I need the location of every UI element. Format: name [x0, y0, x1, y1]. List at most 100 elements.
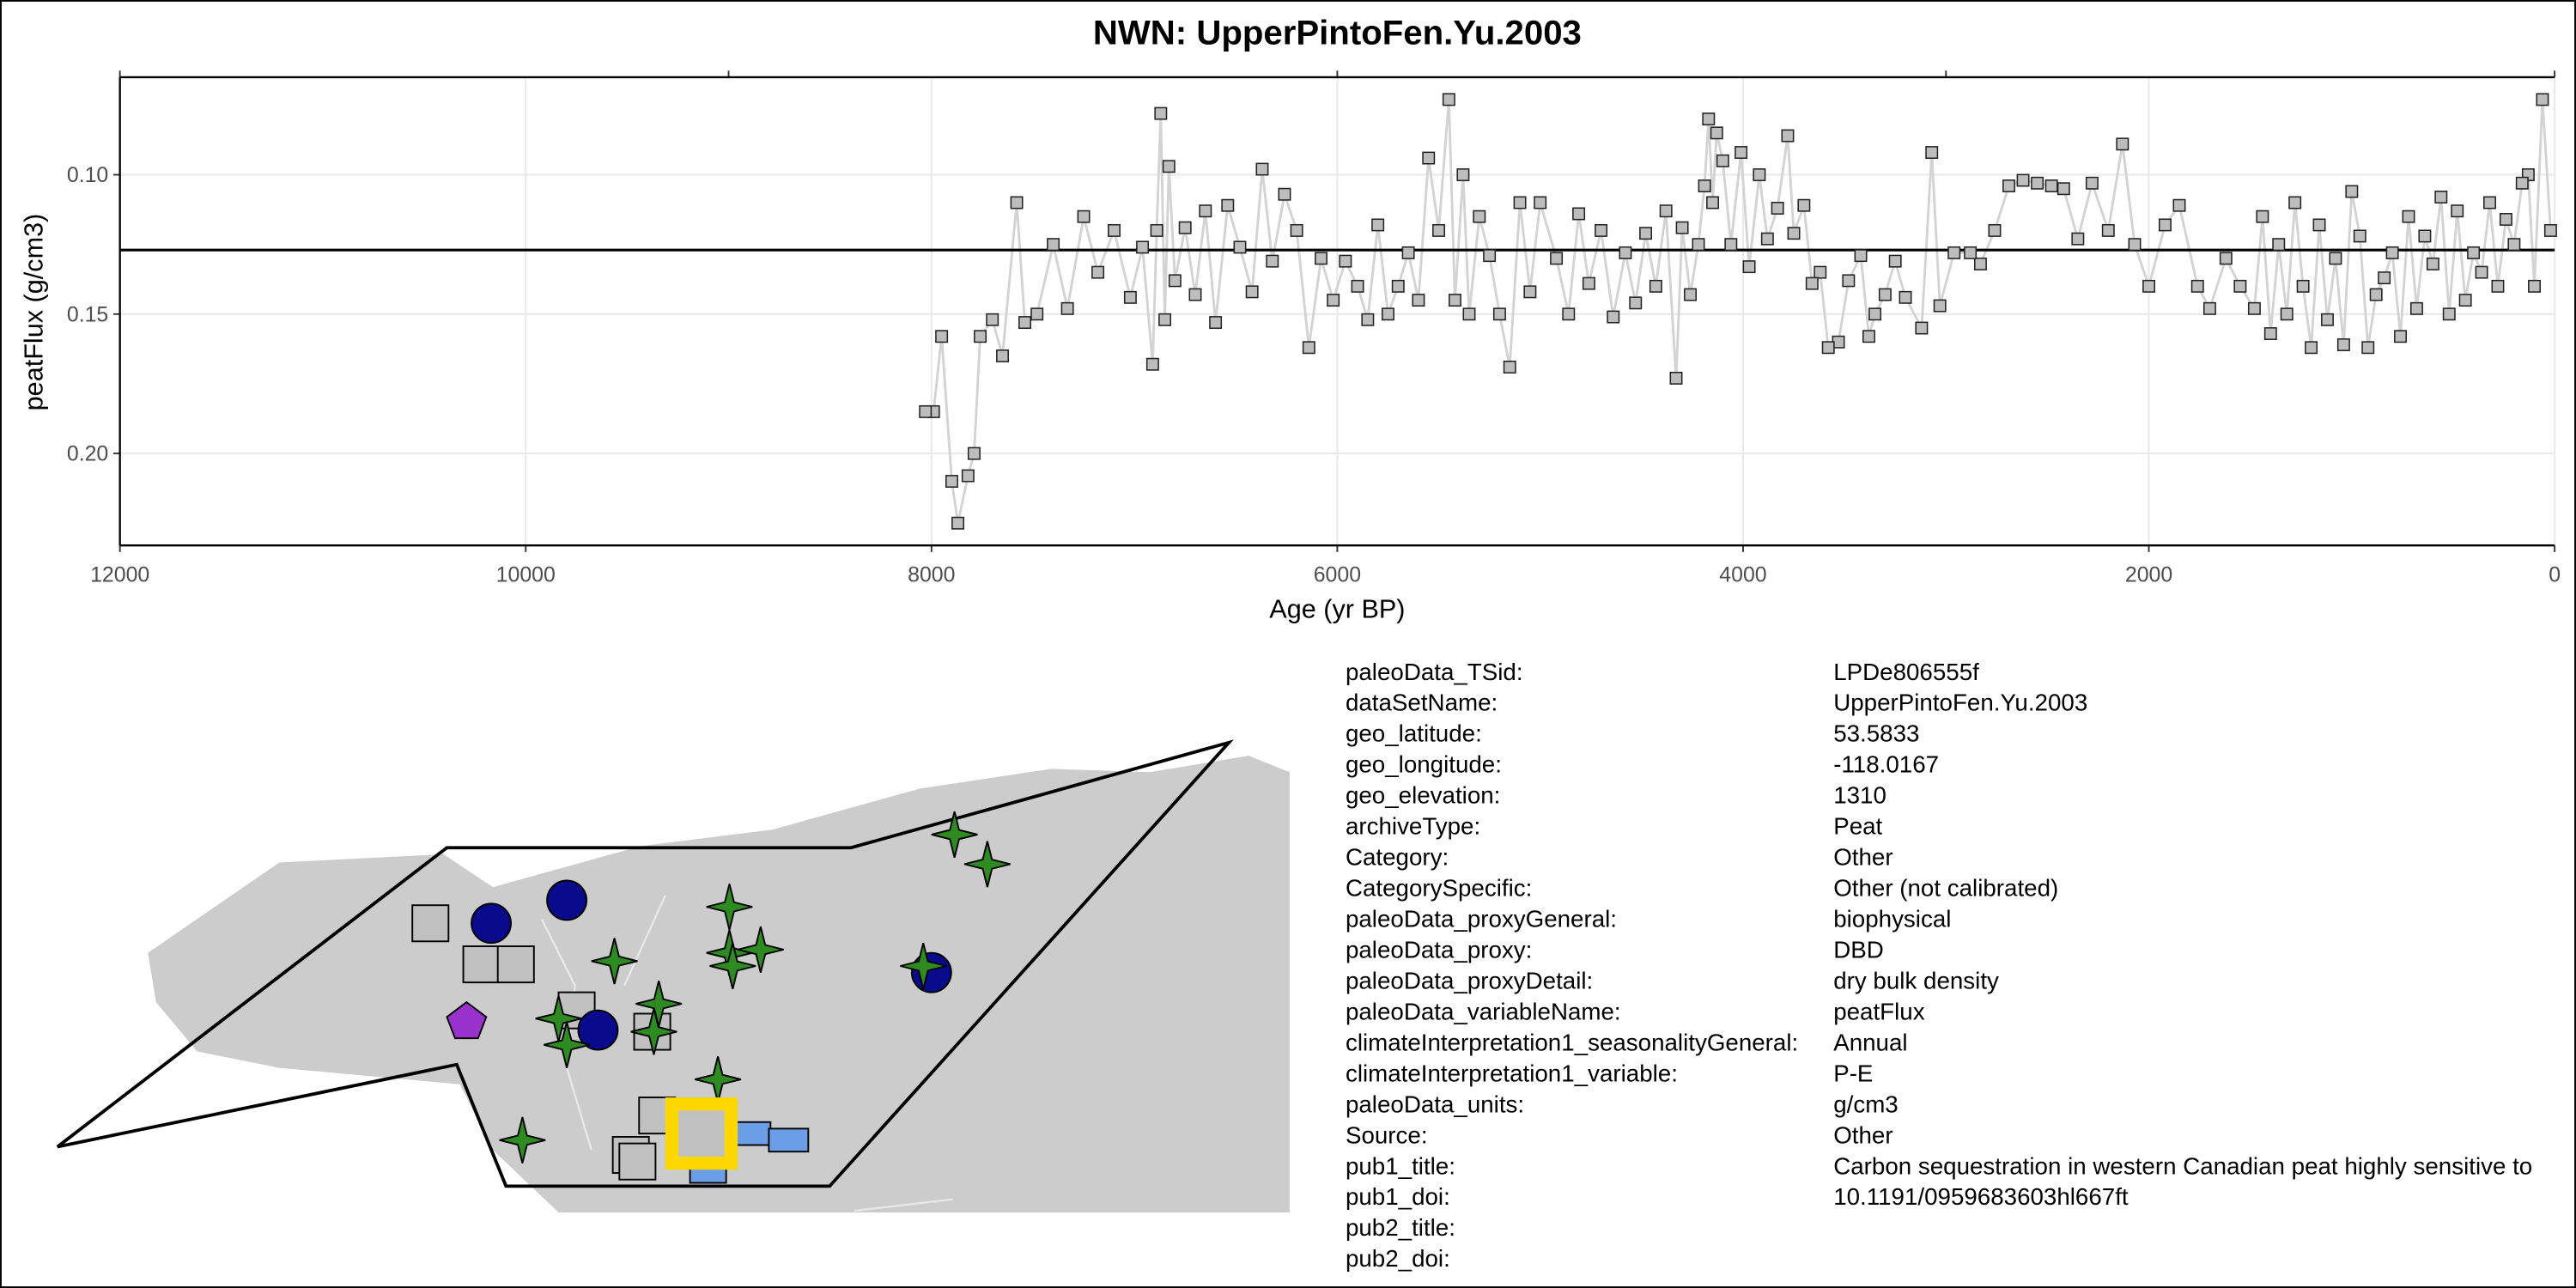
data-point [1255, 162, 1269, 176]
data-point [1266, 254, 1279, 268]
data-point [1675, 221, 1689, 234]
data-point [1154, 106, 1168, 120]
data-point [1854, 249, 1868, 263]
metadata-table: paleoData_TSid: LPDe806555f dataSetName: Up… [1346, 659, 2532, 1272]
data-point [1422, 151, 1436, 165]
x-tick-label: 0 [2549, 562, 2561, 586]
site-star [963, 841, 1011, 888]
site-circle [577, 1009, 619, 1051]
meta-value: Carbon sequestration in western Canadian… [1833, 1152, 2532, 1179]
y-tick-label: 0.20 [67, 442, 108, 466]
data-point [2402, 210, 2415, 223]
data-point [2101, 223, 2115, 237]
data-point [1710, 126, 1723, 140]
meta-key: paleoData_proxy: [1346, 936, 1532, 963]
data-point [1503, 361, 1516, 374]
data-point [1382, 307, 1394, 321]
site-star [737, 926, 784, 973]
meta-value: -118.0167 [1833, 751, 1939, 778]
data-point [2219, 252, 2233, 265]
data-point [1973, 257, 1987, 270]
data-point [1091, 265, 1105, 279]
data-point [1607, 310, 1620, 324]
data-point [1878, 288, 1892, 301]
data-point [2202, 301, 2216, 315]
data-point [1595, 223, 1608, 237]
data-point [2288, 196, 2302, 210]
data-point [2128, 238, 2142, 252]
meta-value: 53.5833 [1833, 720, 1919, 747]
x-tick-label: 8000 [908, 562, 955, 586]
meta-key: Category: [1346, 844, 1449, 871]
data-point [1629, 296, 1643, 310]
data-point [2418, 229, 2432, 243]
data-point [2451, 204, 2464, 218]
data-point [1523, 285, 1537, 299]
data-point [1760, 232, 1774, 246]
data-point [1964, 246, 1978, 259]
data-point [996, 349, 1009, 362]
meta-value: g/cm3 [1833, 1091, 1899, 1117]
y-axis-title: peatFlux (g/cm3) [20, 214, 49, 411]
meta-key: climateInterpretation1_variable: [1346, 1060, 1678, 1086]
data-point [2507, 238, 2521, 252]
data-point [2543, 223, 2557, 237]
data-point [2499, 212, 2512, 226]
data-point [1639, 227, 1653, 240]
data-point [1706, 196, 1719, 210]
data-point [1582, 276, 1595, 290]
meta-key: pub2_doi: [1346, 1245, 1450, 1272]
data-point [2272, 238, 2286, 252]
data-point [935, 330, 949, 343]
data-point [1339, 254, 1352, 268]
data-point [1150, 223, 1163, 237]
data-point [1209, 316, 1223, 330]
site-square [618, 1142, 657, 1181]
data-point [2409, 301, 2423, 315]
data-point [1158, 313, 1172, 326]
meta-value: Peat [1833, 813, 1882, 840]
data-point [1562, 307, 1576, 321]
data-point [2071, 232, 2085, 246]
data-point [2321, 313, 2334, 326]
data-point [1781, 129, 1795, 143]
data-point [1742, 260, 1756, 274]
data-point [1245, 285, 1259, 299]
site-star [544, 1021, 591, 1068]
data-point [1010, 196, 1024, 210]
data-point [1462, 307, 1476, 321]
meta-key: paleoData_proxyGeneral: [1346, 906, 1617, 933]
site-square [411, 904, 450, 943]
meta-value: dry bulk density [1833, 967, 1999, 993]
site-rect [768, 1127, 810, 1153]
data-point [1221, 198, 1235, 212]
x-tick-label: 4000 [1719, 562, 1766, 586]
data-point [1933, 299, 1947, 313]
data-point [1412, 294, 1425, 307]
data-point [1278, 187, 1291, 201]
meta-value: biophysical [1833, 906, 1951, 933]
data-point [1351, 279, 1364, 293]
data-point [1456, 168, 1470, 181]
data-point [1619, 246, 1632, 259]
data-point [1899, 290, 1912, 304]
y-tick-label: 0.10 [67, 163, 108, 187]
site-square [462, 945, 501, 984]
data-point [2528, 279, 2541, 293]
data-point [2256, 210, 2269, 223]
data-point [1188, 288, 1202, 301]
data-point [1868, 307, 1882, 321]
data-point [2263, 327, 2277, 340]
data-point [1047, 238, 1060, 252]
data-point [1513, 196, 1527, 210]
data-point [2031, 176, 2044, 190]
meta-key: paleoData_units: [1346, 1091, 1524, 1117]
data-point [2385, 246, 2399, 259]
data-point [1448, 294, 1461, 307]
x-tick-label: 12000 [90, 562, 149, 586]
data-point [2002, 179, 2015, 192]
meta-key: CategorySpecific: [1346, 875, 1532, 902]
meta-value: Other (not calibrated) [1833, 875, 2058, 902]
data-point [1108, 223, 1121, 237]
data-point [961, 469, 975, 483]
